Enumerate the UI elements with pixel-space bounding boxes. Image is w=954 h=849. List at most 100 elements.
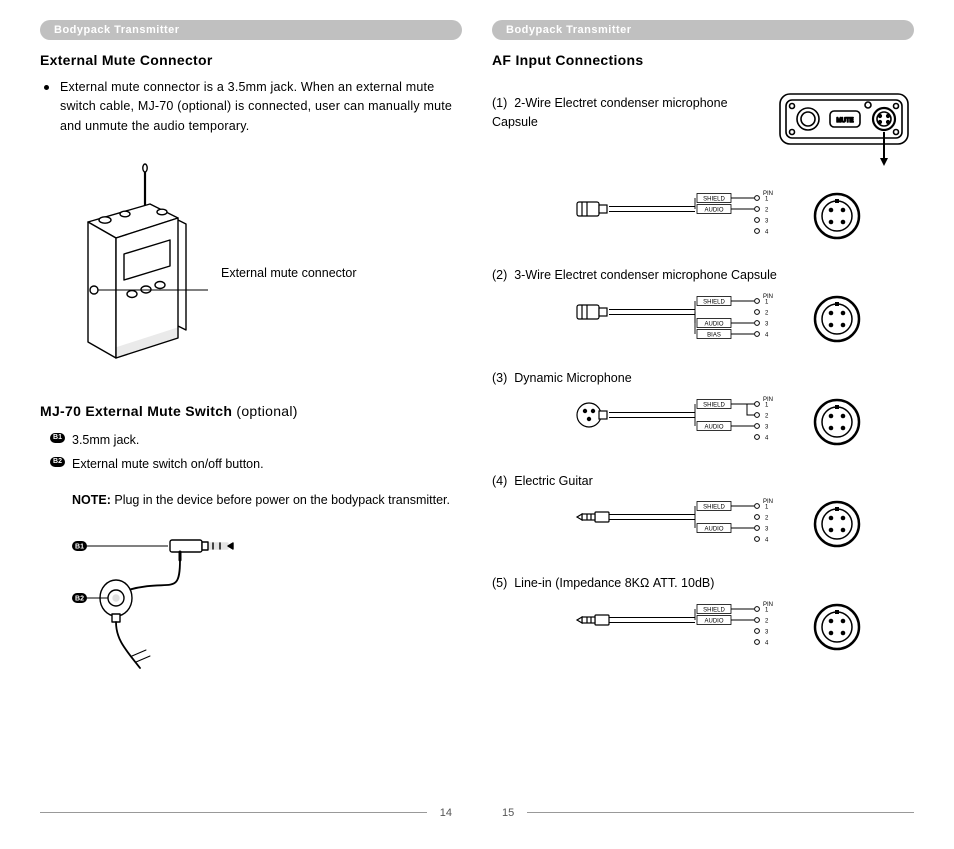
conn-num-5: (5)	[492, 576, 507, 590]
conn-text-1: 2-Wire Electret condenser microphone Cap…	[492, 96, 728, 129]
svg-text:4: 4	[765, 435, 769, 441]
page-number-right: 15	[502, 807, 514, 819]
svg-text:AUDIO: AUDIO	[704, 207, 723, 213]
svg-text:BIAS: BIAS	[707, 332, 721, 338]
header-label-right: Bodypack Transmitter	[506, 24, 632, 36]
svg-text:1: 1	[765, 402, 769, 408]
svg-text:AUDIO: AUDIO	[704, 618, 723, 624]
svg-text:3: 3	[765, 424, 769, 430]
conn-row-5: PIN1234SHIELDAUDIO	[492, 599, 914, 655]
note-bold: NOTE:	[72, 493, 111, 507]
page-right: Bodypack Transmitter AF Input Connection…	[477, 20, 929, 829]
svg-text:3: 3	[765, 321, 769, 327]
mj70-title-main: MJ-70 External Mute Switch	[40, 403, 232, 419]
badge-b2-text: External mute switch on/off button.	[72, 457, 264, 471]
section-title-mj70: MJ-70 External Mute Switch (optional)	[40, 403, 462, 419]
wiring-diagram: PIN1234SHIELDAUDIO	[575, 394, 795, 450]
svg-text:AUDIO: AUDIO	[704, 321, 723, 327]
device-label: External mute connector	[221, 266, 357, 280]
badge-b1: B1	[50, 433, 65, 443]
bodypack-figure: External mute connector	[50, 160, 462, 385]
wiring-diagram: PIN1234SHIELDAUDIO	[575, 496, 795, 552]
svg-text:SHIELD: SHIELD	[703, 299, 725, 305]
mini-connector-icon	[813, 398, 861, 446]
section-title-af-input: AF Input Connections	[492, 52, 914, 68]
conn-item-1-row: (1) 2-Wire Electret condenser microphone…	[492, 88, 914, 170]
conn-num-4: (4)	[492, 474, 507, 488]
note-text: Plug in the device before power on the b…	[111, 493, 450, 507]
svg-text:3: 3	[765, 219, 769, 225]
conn-item-5: (5) Line-in (Impedance 8KΩ ATT. 10dB) PI…	[492, 574, 914, 655]
conn-item-4: (4) Electric Guitar PIN1234SHIELDAUDIO	[492, 472, 914, 553]
header-pill-right: Bodypack Transmitter	[492, 20, 914, 40]
svg-text:SHIELD: SHIELD	[703, 402, 725, 408]
bodypack-svg	[50, 160, 215, 385]
badge-item-b1: B1 3.5mm jack.	[50, 429, 462, 453]
svg-text:MUTE: MUTE	[837, 118, 854, 124]
svg-text:4: 4	[765, 332, 769, 338]
svg-text:4: 4	[765, 538, 769, 544]
conn-row-4: PIN1234SHIELDAUDIO	[492, 496, 914, 552]
svg-text:4: 4	[765, 230, 769, 236]
wiring-diagram: PIN1234SHIELDAUDIO	[575, 188, 795, 244]
conn-label-5: (5) Line-in (Impedance 8KΩ ATT. 10dB)	[492, 574, 914, 593]
svg-text:AUDIO: AUDIO	[704, 424, 723, 430]
badge-item-b2: B2 External mute switch on/off button.	[50, 453, 462, 477]
conn-row-2: PIN1234SHIELDAUDIOBIAS	[492, 291, 914, 347]
badge-b2-fig: B2	[75, 596, 84, 603]
header-pill-left: Bodypack Transmitter	[40, 20, 462, 40]
conn-label-3: (3) Dynamic Microphone	[492, 369, 914, 388]
mj70-title-optional: (optional)	[232, 403, 298, 419]
conn-item-2: (2) 3-Wire Electret condenser microphone…	[492, 266, 914, 347]
mini-connector-icon	[813, 295, 861, 343]
page-rule-left	[40, 812, 427, 813]
page-rule-right	[527, 812, 914, 813]
badge-b1-text: 3.5mm jack.	[72, 433, 139, 447]
svg-text:1: 1	[765, 608, 769, 614]
svg-text:2: 2	[765, 310, 769, 316]
svg-text:SHIELD: SHIELD	[703, 607, 725, 613]
svg-text:4: 4	[765, 641, 769, 647]
svg-text:SHIELD: SHIELD	[703, 505, 725, 511]
mini-connector-icon	[813, 603, 861, 651]
conn-num-1: (1)	[492, 96, 507, 110]
svg-text:1: 1	[765, 299, 769, 305]
svg-text:2: 2	[765, 413, 769, 419]
page-left: Bodypack Transmitter External Mute Conne…	[25, 20, 477, 829]
svg-text:1: 1	[765, 505, 769, 511]
conn-text-5: Line-in (Impedance 8KΩ ATT. 10dB)	[514, 576, 714, 590]
conn-label-4: (4) Electric Guitar	[492, 472, 914, 491]
wiring-diagram: PIN1234SHIELDAUDIO	[575, 599, 795, 655]
bullet-item: External mute connector is a 3.5mm jack.…	[60, 78, 462, 136]
section-title-external-mute: External Mute Connector	[40, 52, 462, 68]
conn-label-1: (1) 2-Wire Electret condenser microphone…	[492, 94, 764, 132]
svg-text:3: 3	[765, 527, 769, 533]
bodypack-top-svg: MUTE	[774, 88, 914, 170]
conn-label-2: (2) 3-Wire Electret condenser microphone…	[492, 266, 914, 285]
note-block: NOTE: Plug in the device before power on…	[40, 491, 462, 510]
bullet-list: External mute connector is a 3.5mm jack.…	[40, 78, 462, 136]
conn-row-1: PIN1234SHIELDAUDIO	[492, 188, 914, 244]
badge-b1-fig: B1	[75, 544, 84, 551]
conn-text-4: Electric Guitar	[514, 474, 593, 488]
conn-text-2: 3-Wire Electret condenser microphone Cap…	[514, 268, 777, 282]
svg-text:3: 3	[765, 630, 769, 636]
page-number-left: 14	[440, 807, 452, 819]
conn-num-3: (3)	[492, 371, 507, 385]
svg-text:AUDIO: AUDIO	[704, 527, 723, 533]
conn-row-3: PIN1234SHIELDAUDIO	[492, 394, 914, 450]
conn-text-3: Dynamic Microphone	[514, 371, 631, 385]
wiring-diagram: PIN1234SHIELDAUDIOBIAS	[575, 291, 795, 347]
badge-b2: B2	[50, 457, 65, 467]
conn-num-2: (2)	[492, 268, 507, 282]
svg-text:2: 2	[765, 516, 769, 522]
svg-text:1: 1	[765, 197, 769, 203]
svg-text:2: 2	[765, 208, 769, 214]
mj70-svg: B1 B2	[50, 528, 260, 683]
header-label: Bodypack Transmitter	[54, 24, 180, 36]
badge-list: B1 3.5mm jack. B2 External mute switch o…	[40, 429, 462, 477]
conn-item-3: (3) Dynamic Microphone PIN1234SHIELDAUDI…	[492, 369, 914, 450]
conn-item-1: PIN1234SHIELDAUDIO	[492, 188, 914, 244]
mini-connector-icon	[813, 500, 861, 548]
svg-text:2: 2	[765, 619, 769, 625]
